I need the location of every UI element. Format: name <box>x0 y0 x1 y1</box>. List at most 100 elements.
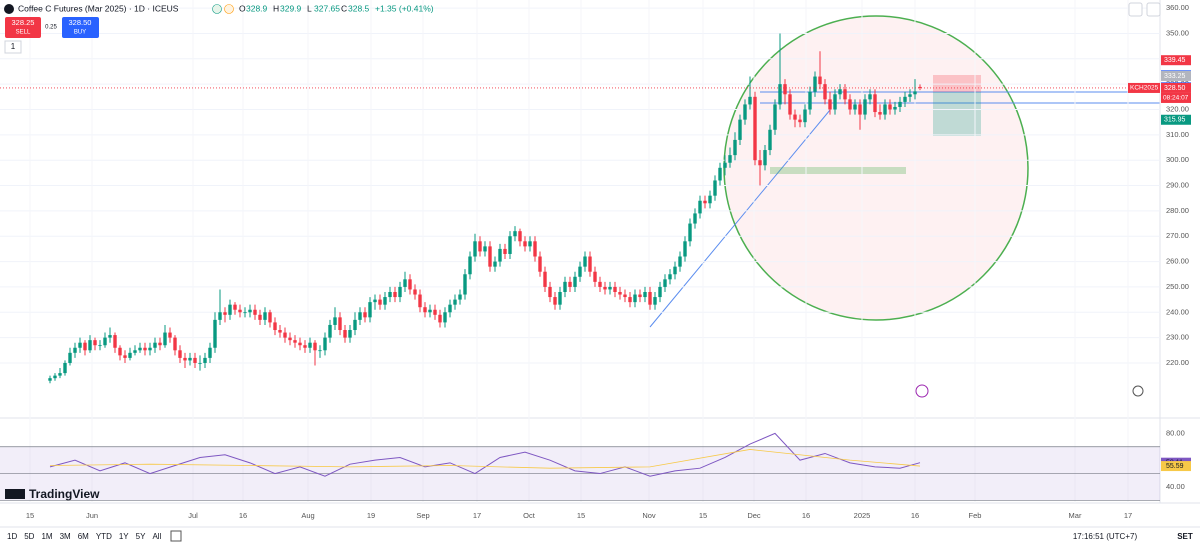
range-button[interactable]: 1D <box>7 532 17 541</box>
buy-button[interactable] <box>62 17 99 38</box>
candle-body <box>663 279 667 287</box>
candle-body <box>883 104 887 115</box>
candle-body <box>213 319 217 348</box>
logo-mark <box>5 489 25 499</box>
candle-body <box>378 299 382 305</box>
session[interactable]: SET <box>1177 532 1193 541</box>
candle-body <box>563 281 567 292</box>
x-tick-label: Dec <box>747 511 761 520</box>
download-button[interactable] <box>1128 2 1143 17</box>
candle-body <box>323 337 327 351</box>
symbol-icon <box>4 4 14 14</box>
range-button[interactable]: YTD <box>96 532 112 541</box>
range-button[interactable]: 1Y <box>119 532 129 541</box>
ohlc-key: O <box>239 3 246 13</box>
candle-body <box>548 286 552 298</box>
candle-body <box>638 294 642 298</box>
x-tick-label: 15 <box>577 511 585 520</box>
candle-body <box>778 84 782 105</box>
candle-body <box>308 342 312 348</box>
candle-body <box>58 373 62 376</box>
candle-body <box>168 332 172 338</box>
candle-body <box>398 286 402 298</box>
range-button[interactable]: 6M <box>78 532 89 541</box>
candle-body <box>128 352 132 358</box>
status-dot <box>224 4 234 14</box>
status-dot <box>212 4 222 14</box>
sell-button[interactable] <box>5 17 41 38</box>
price-tag <box>1161 55 1191 66</box>
candle-body <box>658 286 662 298</box>
candle-body <box>513 231 517 237</box>
candle-body <box>878 112 882 115</box>
candle-body <box>278 330 282 333</box>
candle-body <box>253 309 257 315</box>
price-tag <box>1161 114 1191 125</box>
candle-body <box>68 352 72 363</box>
quantity-box[interactable] <box>4 40 22 54</box>
candle-body <box>893 106 897 110</box>
candle-body <box>723 162 727 168</box>
risk-box[interactable] <box>933 75 981 92</box>
candle-body <box>403 279 407 287</box>
y-tick-label: 320.00 <box>1166 104 1189 113</box>
range-button[interactable]: 1M <box>41 532 52 541</box>
trend-line[interactable] <box>649 109 831 328</box>
y-tick-label: 260.00 <box>1166 257 1189 266</box>
candle-body <box>763 150 767 166</box>
candle-body <box>503 248 507 254</box>
candle-body <box>138 347 142 351</box>
x-tick-label: Jun <box>86 511 98 520</box>
candle-body <box>573 276 577 287</box>
zone-rect[interactable] <box>770 167 906 174</box>
range-button[interactable]: 5D <box>24 532 34 541</box>
candle-body <box>228 304 232 315</box>
x-tick-label: 16 <box>802 511 810 520</box>
candle-body <box>868 94 872 100</box>
ohlc-value: 327.65 <box>314 3 340 13</box>
candle-body <box>493 261 497 267</box>
candle-body <box>673 266 677 275</box>
candle-body <box>808 91 812 110</box>
range-button[interactable]: 3M <box>60 532 71 541</box>
candle-body <box>753 96 757 161</box>
range-button[interactable]: 5Y <box>136 532 146 541</box>
event-icon[interactable] <box>915 384 929 398</box>
candle-body <box>608 286 612 290</box>
symbol-title: Coffee C Futures (Mar 2025) · 1D · ICEUS <box>18 3 179 13</box>
candle-body <box>848 99 852 110</box>
candle-body <box>103 337 107 346</box>
sell-price: 328.25 <box>12 18 35 27</box>
candle-body <box>193 357 197 363</box>
x-tick-label: 16 <box>239 511 247 520</box>
candle-body <box>568 281 572 287</box>
candle-body <box>223 312 227 315</box>
date-range-icon[interactable] <box>170 530 182 542</box>
candle-body <box>353 319 357 331</box>
rsi-line <box>49 432 921 477</box>
y-tick-label: 270.00 <box>1166 231 1189 240</box>
x-tick-label: 15 <box>26 511 34 520</box>
reward-box[interactable] <box>933 92 981 136</box>
candle-body <box>73 347 77 353</box>
ohlc-key: H <box>273 3 279 13</box>
range-button[interactable]: All <box>152 532 161 541</box>
candle-body <box>248 309 252 313</box>
candle-body <box>78 342 82 348</box>
candle-body <box>518 231 522 242</box>
candle-body <box>593 271 597 282</box>
symbol-tag-box <box>1128 82 1160 93</box>
candle-body <box>438 314 442 323</box>
price-tag-label: 328.50 <box>1164 85 1186 92</box>
candle-body <box>543 271 547 287</box>
fullscreen-button[interactable] <box>1146 2 1161 17</box>
candle-body <box>428 309 432 313</box>
bottom-toolbar: 1D 5D 1M 3M 6M YTD 1Y 5Y All <box>7 532 162 541</box>
candle-body <box>523 241 527 247</box>
candle-body <box>303 345 307 348</box>
candle-body <box>718 167 722 181</box>
candle-body <box>603 286 607 290</box>
candle-body <box>873 94 877 113</box>
lock-icon[interactable] <box>1132 385 1144 397</box>
value-tag-label: 55.59 <box>1166 463 1184 470</box>
